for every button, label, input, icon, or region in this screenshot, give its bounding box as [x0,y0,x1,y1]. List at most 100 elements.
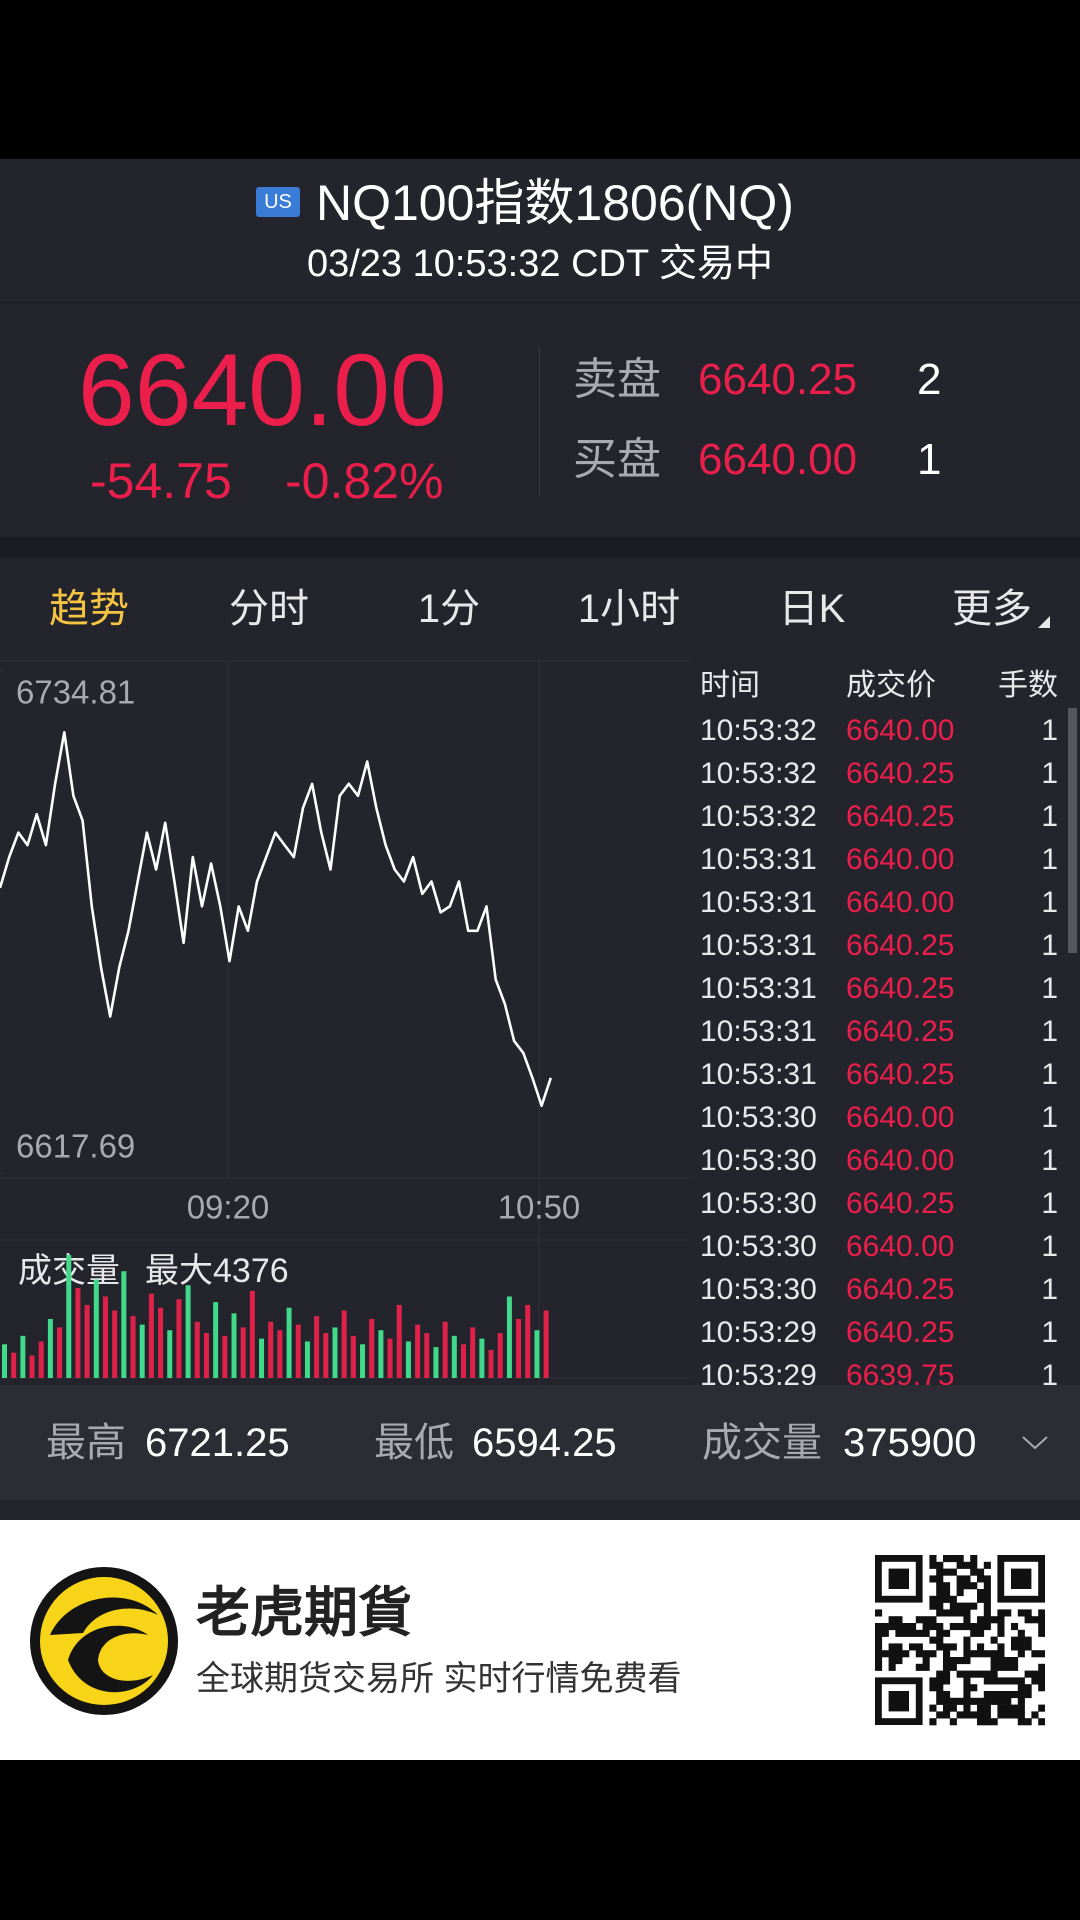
volume-bar [57,1327,63,1378]
qr-module [881,1623,889,1631]
ask-price: 6640.25 [698,355,858,404]
volume-bar [295,1324,301,1378]
qr-module [997,1697,1005,1705]
tick-time: 10:53:30 [700,1144,817,1177]
qr-module [1017,1691,1025,1699]
qr-module [990,1636,998,1644]
qr-module [943,1670,951,1678]
qr-module [983,1691,991,1699]
ad-banner: 老虎期貨 全球期货交易所 实时行情免费看 [0,1520,1080,1760]
qr-module [881,1629,889,1637]
tab[interactable]: 1小时 [577,587,681,631]
qr-module [943,1609,951,1617]
qr-module [977,1711,985,1719]
change: -54.75 [90,453,232,509]
tick-price: 6640.00 [846,1230,955,1263]
qr-module [929,1575,937,1583]
volume-value: 375900 [843,1421,977,1465]
qr-module [956,1589,964,1597]
qr-module [1038,1650,1045,1658]
volume-bar [93,1279,99,1378]
qr-module [1004,1677,1012,1685]
qr-module [1024,1616,1032,1624]
qr-module [990,1650,998,1658]
tick-qty: 1 [1041,757,1058,790]
qr-module [1017,1643,1025,1651]
tab[interactable]: 分时 [229,587,309,631]
qr-module [977,1616,985,1624]
qr-module [915,1643,923,1651]
qr-module [888,1643,896,1651]
gap [0,537,1080,558]
qr-module [936,1643,944,1651]
qr-module [936,1670,944,1678]
qr-module [949,1697,957,1705]
scrollbar[interactable] [1068,708,1077,953]
qr-module [949,1718,957,1726]
volume-bar [38,1341,44,1378]
qr-module [963,1677,971,1685]
tick-time: 10:53:30 [700,1187,817,1220]
qr-module [875,1629,883,1637]
tick-qty: 1 [1041,1230,1058,1263]
qr-module [997,1623,1005,1631]
bid-price: 6640.00 [698,435,858,484]
qr-module [936,1609,944,1617]
tab[interactable]: 更多 [952,587,1032,631]
qr-module [895,1643,903,1651]
qr-module [997,1643,1005,1651]
tick-qty: 1 [1041,843,1058,876]
bid-qty: 1 [917,435,942,484]
volume-bar [112,1310,118,1378]
qr-module [1038,1684,1045,1692]
volume-bar [139,1324,145,1378]
volume-bar [451,1335,457,1378]
tick-qty: 1 [1041,1101,1058,1134]
qr-module [902,1623,910,1631]
qr-module [1031,1650,1039,1658]
qr-module [1017,1609,1025,1617]
column-header: 手数 [998,669,1058,702]
qr-module [922,1616,930,1624]
ask-label: 卖盘 [573,355,661,404]
header: US NQ100指数1806(NQ) 03/23 10:53:32 CDT 交易… [0,159,1080,302]
qr-module [1004,1691,1012,1699]
tab[interactable]: 趋势 [49,587,129,631]
volume-bar [360,1344,366,1378]
ticks-table: 时间 成交价 手数 10:53:32 6640.00 1 10:53:32 6640.25 1 1… [700,660,1070,1385]
tick-time: 10:53:30 [700,1101,817,1134]
volume-bar [350,1335,356,1378]
y-tick-label: 6734.81 [16,674,135,711]
qr-module [875,1643,883,1651]
qr-module [1004,1609,1012,1617]
qr-module [875,1650,883,1658]
qr-module [1011,1636,1019,1644]
qr-module [943,1711,951,1719]
qr-module [977,1568,985,1576]
qr-module [936,1697,944,1705]
volume-bar [2,1344,7,1378]
qr-module [983,1623,991,1631]
tick-price: 6640.25 [846,929,955,962]
qr-module [983,1595,991,1603]
volume-bar [75,1288,81,1378]
qr-module [943,1663,951,1671]
tick-time: 10:53:29 [700,1316,817,1349]
qr-module [956,1697,964,1705]
qr-module [929,1595,937,1603]
expand-chevron[interactable] [1020,1433,1050,1453]
tab[interactable]: 日K [778,587,846,631]
qr-module [997,1691,1005,1699]
qr-module [983,1677,991,1685]
tab[interactable]: 1分 [417,587,481,631]
qr-module [1031,1677,1039,1685]
volume-bar [167,1330,173,1378]
qr-module [895,1623,903,1631]
qr-module [997,1663,1005,1671]
volume-bar [231,1313,237,1378]
qr-module [943,1589,951,1597]
qr-module [956,1657,964,1665]
qr-module [970,1602,978,1610]
bid-label: 买盘 [573,435,661,484]
qr-module [963,1636,971,1644]
